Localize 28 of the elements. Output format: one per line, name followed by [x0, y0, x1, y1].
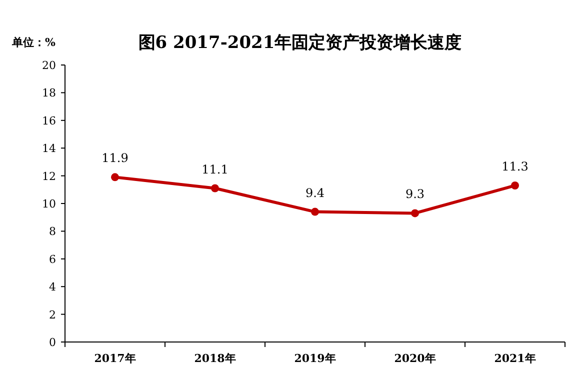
data-label: 11.3	[502, 159, 528, 174]
point	[311, 208, 319, 216]
point	[511, 181, 519, 190]
data-label: 11.1	[202, 162, 228, 176]
x-tick-label: 2020年	[394, 352, 436, 365]
x-tick-label: 2017年	[94, 352, 136, 365]
y-tick-label: 14	[42, 142, 56, 156]
point	[411, 209, 419, 218]
data-label: 11.9	[102, 151, 128, 166]
y-tick-label: 4	[49, 280, 56, 294]
chart-title: 图6 2017-2021年固定资产投资增长速度	[138, 33, 462, 53]
y-tick-label: 2	[49, 308, 56, 322]
data-label: 9.4	[305, 186, 325, 200]
y-axis-title: 单位：%	[11, 36, 56, 49]
x-tick-label: 2019年	[294, 352, 336, 365]
y-tick-label: 10	[42, 198, 56, 210]
point	[111, 173, 119, 182]
y-tick-label: 18	[42, 86, 56, 100]
x-tick-label: 2018年	[194, 352, 236, 365]
y-tick-label: 12	[42, 170, 56, 183]
y-tick-label: 20	[42, 59, 56, 72]
y-tick-label: 16	[42, 114, 56, 128]
y-tick-label: 8	[49, 225, 56, 238]
data-label: 9.3	[405, 187, 425, 202]
point	[211, 184, 219, 192]
x-tick-label: 2021年	[494, 352, 536, 365]
y-tick-label: 0	[49, 336, 56, 349]
y-tick-label: 6	[49, 252, 56, 266]
